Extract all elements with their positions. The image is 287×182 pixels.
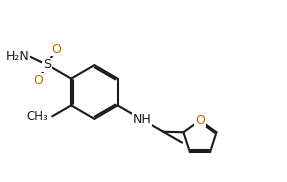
Text: S: S <box>43 58 51 71</box>
Text: H₂N: H₂N <box>5 50 29 63</box>
Text: O: O <box>33 74 43 87</box>
Text: NH: NH <box>132 113 151 126</box>
Text: O: O <box>51 43 61 56</box>
Text: CH₃: CH₃ <box>26 110 48 123</box>
Text: O: O <box>195 114 205 127</box>
